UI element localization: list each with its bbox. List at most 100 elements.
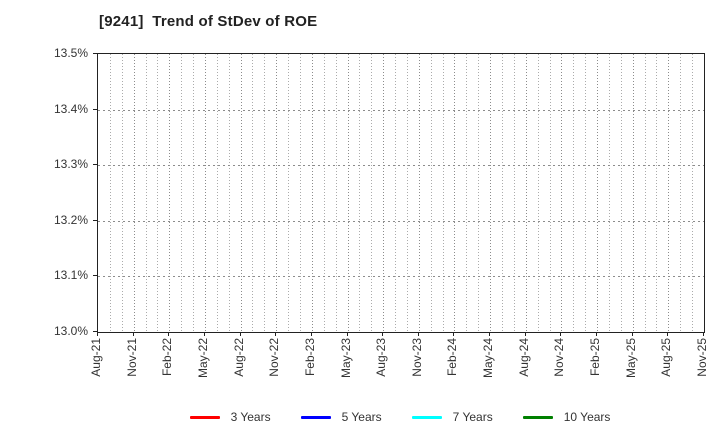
x-axis-tick-label: May-22 — [195, 338, 210, 379]
vertical-gridline — [656, 54, 658, 332]
x-axis-tick-label: Feb-22 — [160, 338, 175, 377]
vertical-gridline — [680, 54, 682, 332]
x-axis-tick — [168, 332, 170, 336]
x-axis-tick-label: Nov-23 — [409, 338, 424, 377]
vertical-gridline — [561, 54, 563, 332]
vertical-gridline — [252, 54, 254, 332]
vertical-gridline — [311, 54, 313, 332]
x-axis-tick — [453, 332, 455, 336]
legend-line-swatch — [189, 415, 220, 419]
vertical-gridline — [644, 54, 646, 332]
legend-item: 10 Years — [522, 410, 610, 424]
vertical-gridline — [525, 54, 527, 332]
vertical-gridline — [418, 54, 420, 332]
legend-label: 7 Years — [452, 410, 493, 424]
vertical-gridline — [383, 54, 385, 332]
vertical-gridline — [608, 54, 610, 332]
x-axis-tick — [239, 332, 241, 336]
vertical-gridline — [668, 54, 670, 332]
legend-line-swatch — [522, 415, 553, 419]
y-axis-tick — [93, 219, 97, 221]
y-axis-tick-label: 13.0% — [53, 324, 88, 338]
x-axis-tick-label: May-25 — [623, 338, 638, 379]
vertical-gridline — [288, 54, 290, 332]
x-axis-tick-label: Nov-25 — [695, 338, 709, 377]
horizontal-gridline — [98, 276, 704, 278]
vertical-gridline — [466, 54, 468, 332]
plot-area — [97, 53, 705, 333]
chart-title: [9241] Trend of StDev of ROE — [99, 13, 318, 30]
x-axis-tick-label: Feb-23 — [302, 338, 317, 377]
x-axis-tick — [310, 332, 312, 336]
x-axis-tick-label: Aug-23 — [374, 338, 389, 377]
vertical-gridline — [620, 54, 622, 332]
x-axis-tick-label: Nov-24 — [552, 338, 567, 377]
horizontal-gridline — [98, 220, 704, 222]
vertical-gridline — [228, 54, 230, 332]
x-axis-tick-label: Aug-21 — [89, 338, 103, 377]
x-axis-tick — [203, 332, 205, 336]
y-axis-tick-label: 13.1% — [53, 268, 88, 283]
vertical-gridline — [490, 54, 492, 332]
vertical-gridline — [181, 54, 183, 332]
x-axis-tick-label: Nov-22 — [267, 338, 282, 377]
y-axis-tick-label: 13.4% — [53, 101, 88, 116]
x-axis-tick — [631, 332, 633, 336]
vertical-gridline — [300, 54, 301, 332]
x-axis-tick — [667, 332, 669, 336]
legend-item: 7 Years — [411, 410, 493, 424]
legend-item: 5 Years — [300, 410, 382, 424]
x-axis-tick-label: Feb-24 — [445, 338, 460, 377]
x-axis-tick-label: Aug-24 — [516, 338, 531, 377]
vertical-gridline — [193, 54, 195, 332]
horizontal-gridline — [98, 165, 704, 167]
x-axis-tick — [97, 332, 98, 336]
vertical-gridline — [597, 54, 599, 332]
y-axis-tick-label: 13.2% — [53, 212, 88, 227]
vertical-gridline — [133, 54, 135, 332]
vertical-gridline — [121, 54, 123, 332]
vertical-gridline — [240, 54, 242, 332]
x-axis-tick — [417, 332, 419, 336]
x-axis-tick — [346, 332, 348, 336]
vertical-gridline — [323, 54, 325, 332]
vertical-gridline — [264, 54, 266, 332]
vertical-gridline — [145, 54, 147, 332]
vertical-gridline — [692, 54, 694, 332]
x-axis-tick — [703, 332, 704, 336]
vertical-gridline — [513, 54, 515, 332]
vertical-gridline — [537, 54, 539, 332]
vertical-gridline — [430, 54, 432, 332]
y-axis-tick-label: 13.3% — [53, 157, 88, 172]
vertical-gridline — [632, 54, 634, 332]
legend: 3 Years 5 Years 7 Years 10 Years — [97, 406, 703, 428]
legend-item: 3 Years — [189, 410, 271, 424]
y-axis-tick-label: 13.5% — [53, 46, 88, 60]
x-axis-tick — [275, 332, 277, 336]
x-axis-tick-label: Nov-21 — [124, 338, 139, 377]
vertical-gridline — [204, 54, 206, 332]
horizontal-gridline — [98, 109, 704, 111]
vertical-gridline — [359, 54, 361, 332]
vertical-gridline — [371, 54, 373, 332]
vertical-gridline — [549, 54, 551, 332]
vertical-gridline — [216, 54, 218, 332]
x-axis-tick-label: Aug-22 — [231, 338, 246, 377]
vertical-gridline — [442, 54, 444, 332]
vertical-gridline — [109, 54, 111, 332]
y-axis-tick — [93, 53, 97, 54]
x-axis-tick — [524, 332, 526, 336]
vertical-gridline — [502, 54, 503, 332]
x-axis-tick — [596, 332, 598, 336]
vertical-gridline — [276, 54, 278, 332]
vertical-gridline — [406, 54, 408, 332]
x-axis-tick-label: Feb-25 — [588, 338, 603, 377]
x-axis-tick-label: May-23 — [338, 338, 353, 379]
x-axis-tick — [382, 332, 384, 336]
y-axis-tick — [93, 275, 97, 277]
y-axis-tick — [93, 108, 97, 110]
y-axis-tick — [93, 331, 97, 332]
vertical-gridline — [395, 54, 397, 332]
legend-label: 5 Years — [341, 410, 382, 424]
x-axis-tick — [132, 332, 134, 336]
